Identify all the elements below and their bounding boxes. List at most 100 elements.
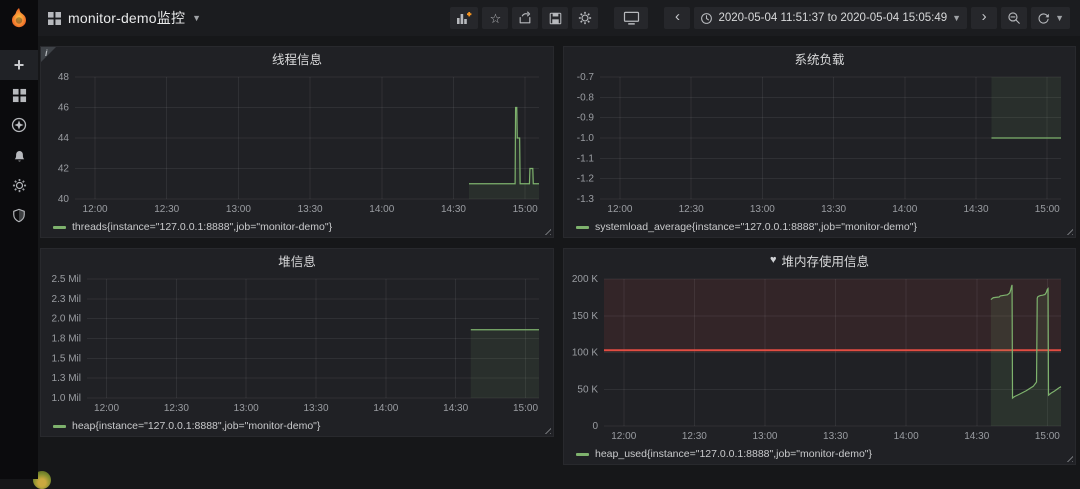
series-color-swatch[interactable] xyxy=(53,424,66,428)
sidebar-item-alerting[interactable] xyxy=(0,140,38,170)
plus-icon: + xyxy=(13,55,25,75)
series-color-swatch[interactable] xyxy=(576,225,589,229)
svg-text:-1.2: -1.2 xyxy=(577,174,595,185)
svg-text:13:30: 13:30 xyxy=(304,403,329,414)
svg-text:2.0 Mil: 2.0 Mil xyxy=(52,314,81,325)
tv-mode-button[interactable] xyxy=(614,7,649,29)
refresh-button[interactable]: ▼ xyxy=(1031,7,1070,29)
svg-text:14:30: 14:30 xyxy=(964,431,989,442)
chevron-left-icon: ‹ xyxy=(674,7,680,25)
info-icon[interactable]: i xyxy=(45,48,48,58)
svg-text:46: 46 xyxy=(58,103,70,114)
chart-area[interactable]: 0 50 K 100 K 150 K 200 K 12:00 12:30 13:00 13:30… xyxy=(568,271,1071,443)
panel-heap: 堆信息 1.0 Mil 1.3 Mil 1.5 Mil 1.8 Mil 2.0 Mil 2… xyxy=(40,248,554,437)
gear-icon xyxy=(12,178,26,192)
series-name[interactable]: systemload_average{instance="127.0.0.1:8… xyxy=(595,221,917,233)
star-dashboard-button[interactable]: ☆ xyxy=(482,7,509,29)
navbar-actions: ☆ xyxy=(450,7,1070,29)
sidebar-item-create[interactable]: + xyxy=(0,50,38,80)
svg-text:14:00: 14:00 xyxy=(373,403,398,414)
dashboard-picker-caret-icon[interactable]: ▼ xyxy=(192,12,202,23)
chart-area[interactable]: 1.0 Mil 1.3 Mil 1.5 Mil 1.8 Mil 2.0 Mil 2.3 M… xyxy=(45,271,549,415)
sidebar-item-dashboards[interactable] xyxy=(0,80,38,110)
svg-text:14:00: 14:00 xyxy=(894,431,919,442)
svg-text:12:00: 12:00 xyxy=(83,204,108,215)
panel-resize-handle[interactable] xyxy=(543,426,551,434)
time-range-back-button[interactable]: ‹ xyxy=(664,7,691,29)
panel-title[interactable]: 系统负载 xyxy=(564,47,1075,69)
sidebar-item-configuration[interactable] xyxy=(0,170,38,200)
svg-text:2.3 Mil: 2.3 Mil xyxy=(52,294,81,305)
panel-legend: systemload_average{instance="127.0.0.1:8… xyxy=(576,221,917,233)
chart-area[interactable]: 40 42 44 46 48 12:00 12:30 13:00 13:30 14:00 14:30… xyxy=(45,69,549,216)
svg-text:15:00: 15:00 xyxy=(1035,431,1060,442)
series-name[interactable]: threads{instance="127.0.0.1:8888",job="m… xyxy=(72,221,333,233)
svg-text:150 K: 150 K xyxy=(572,311,598,322)
panel-title-text: 堆内存使用信息 xyxy=(781,254,870,269)
alert-heart-icon: ♥ xyxy=(769,253,777,266)
panel-settings-button[interactable] xyxy=(572,7,599,29)
panel-legend: heap_used{instance="127.0.0.1:8888",job=… xyxy=(576,448,872,460)
top-navbar: monitor-demo监控 ▼ ☆ xyxy=(0,0,1080,36)
svg-text:100 K: 100 K xyxy=(572,348,598,359)
sidebar-item-server-admin[interactable] xyxy=(0,200,38,230)
panel-resize-handle[interactable] xyxy=(1065,227,1073,235)
save-icon xyxy=(549,12,562,24)
svg-text:-1.0: -1.0 xyxy=(577,133,595,144)
svg-text:12:00: 12:00 xyxy=(94,403,119,414)
series-name[interactable]: heap_used{instance="127.0.0.1:8888",job=… xyxy=(595,448,873,460)
svg-text:48: 48 xyxy=(58,72,70,83)
svg-text:12:30: 12:30 xyxy=(679,204,704,215)
save-dashboard-button[interactable] xyxy=(542,7,569,29)
svg-text:13:00: 13:00 xyxy=(226,204,251,215)
svg-text:0: 0 xyxy=(592,421,598,432)
bell-icon xyxy=(14,150,24,161)
share-dashboard-button[interactable] xyxy=(512,7,539,29)
dashboard-grid-icon xyxy=(48,11,61,25)
sidebar-item-explore[interactable] xyxy=(0,110,38,140)
svg-text:13:30: 13:30 xyxy=(298,204,323,215)
svg-text:-1.1: -1.1 xyxy=(577,153,595,164)
series-name[interactable]: heap{instance="127.0.0.1:8888",job="moni… xyxy=(72,420,321,432)
svg-text:14:00: 14:00 xyxy=(892,204,917,215)
svg-text:-0.7: -0.7 xyxy=(577,72,595,83)
time-range-forward-button[interactable]: › xyxy=(971,7,998,29)
svg-text:40: 40 xyxy=(58,194,70,205)
time-range-picker[interactable]: 2020-05-04 11:51:37 to 2020-05-04 15:05:… xyxy=(694,7,968,29)
refresh-interval-caret-icon[interactable]: ▼ xyxy=(1055,12,1064,23)
svg-text:1.8 Mil: 1.8 Mil xyxy=(52,334,81,345)
chart-area[interactable]: -0.7 -0.8 -0.9 -1.0 -1.1 -1.2 -1.3 12:00 12:30 13… xyxy=(568,69,1071,216)
panel-resize-handle[interactable] xyxy=(1065,454,1073,462)
add-panel-button[interactable] xyxy=(450,7,479,29)
panel-system-load: 系统负载 -0.7 -0.8 -0.9 -1.0 -1.1 -1.2 -1.3 12:00 12… xyxy=(563,46,1076,238)
zoom-out-time-button[interactable] xyxy=(1001,7,1028,29)
svg-text:50 K: 50 K xyxy=(577,384,598,395)
svg-text:14:00: 14:00 xyxy=(369,204,394,215)
grafana-logo[interactable] xyxy=(0,0,38,36)
svg-text:12:30: 12:30 xyxy=(154,204,179,215)
svg-text:2.5 Mil: 2.5 Mil xyxy=(52,274,81,285)
svg-text:15:00: 15:00 xyxy=(1035,204,1060,215)
svg-text:-0.9: -0.9 xyxy=(577,113,595,124)
clock-icon xyxy=(701,12,713,24)
panel-resize-handle[interactable] xyxy=(543,227,551,235)
panel-title-text: 系统负载 xyxy=(794,52,845,67)
svg-text:15:00: 15:00 xyxy=(513,403,538,414)
series-color-swatch[interactable] xyxy=(576,452,589,456)
panel-title[interactable]: 堆信息 xyxy=(41,249,553,271)
time-range-label: 2020-05-04 11:51:37 to 2020-05-04 15:05:… xyxy=(718,12,948,24)
panel-title[interactable]: ♥ 堆内存使用信息 xyxy=(564,249,1075,271)
panel-info-corner[interactable] xyxy=(41,47,56,62)
svg-text:14:30: 14:30 xyxy=(443,403,468,414)
svg-text:12:30: 12:30 xyxy=(164,403,189,414)
svg-text:12:00: 12:00 xyxy=(611,431,636,442)
svg-text:-0.8: -0.8 xyxy=(577,92,595,103)
svg-text:-1.3: -1.3 xyxy=(577,194,595,205)
svg-text:1.5 Mil: 1.5 Mil xyxy=(52,353,81,364)
zoom-out-icon xyxy=(1008,12,1020,24)
series-color-swatch[interactable] xyxy=(53,225,66,229)
dashboard-title[interactable]: monitor-demo监控 xyxy=(68,10,186,26)
grafana-flame-icon xyxy=(12,8,26,28)
panel-title[interactable]: 线程信息 xyxy=(41,47,553,69)
chevron-right-icon: › xyxy=(981,7,987,25)
